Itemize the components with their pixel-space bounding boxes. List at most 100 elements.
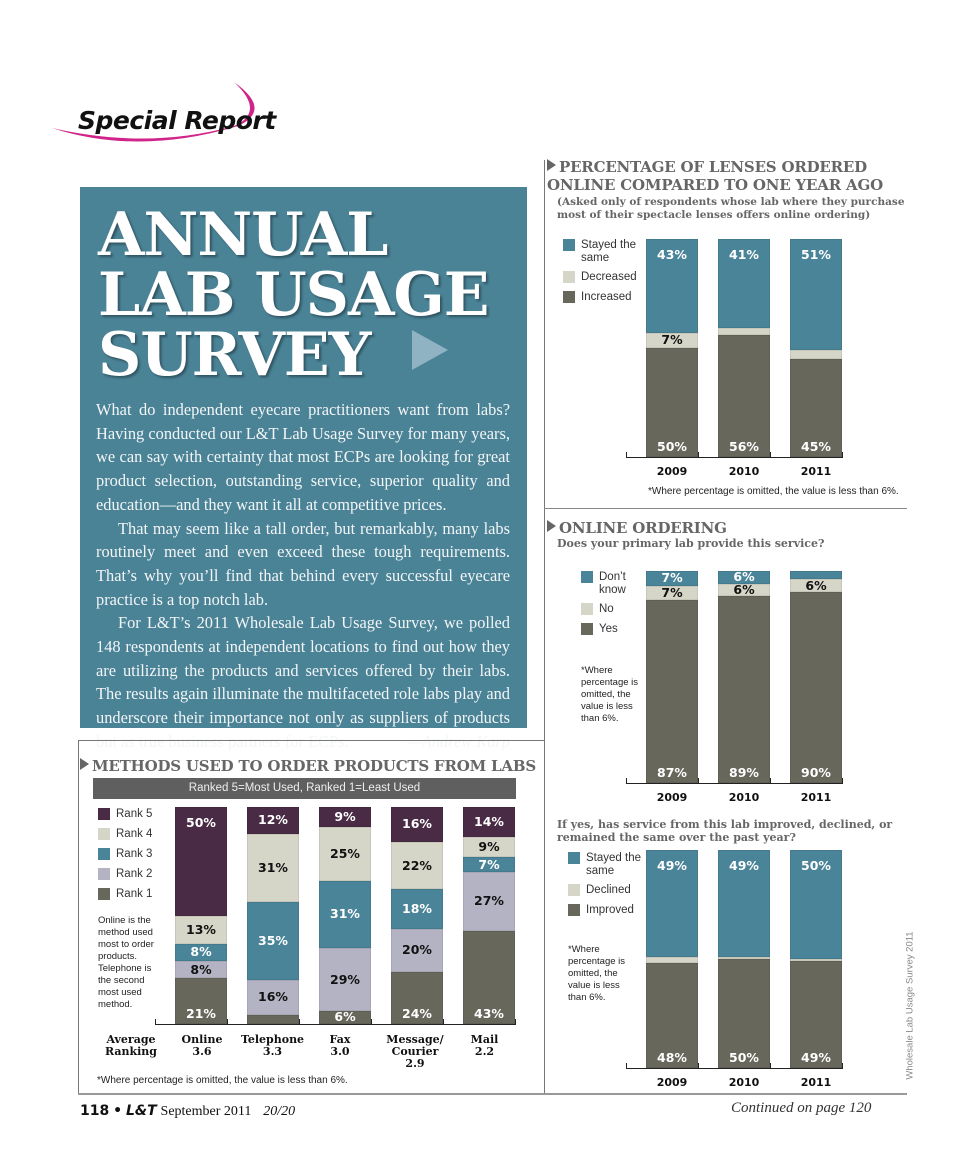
- x-tick: [443, 1019, 444, 1025]
- legend-swatch: [98, 868, 110, 880]
- bar-segment: [391, 841, 443, 890]
- bar-segment: [790, 959, 842, 962]
- online-ordering-chart: 87% 7% 7% 2009 89% 6% 6% 2010 90% 6% 2011: [626, 569, 906, 811]
- ranking-band: Ranked 5=Most Used, Ranked 1=Least Used: [93, 778, 516, 799]
- headline-line: ANNUAL: [98, 200, 388, 270]
- chart-title-text: METHODS USED TO ORDER PRODUCTS FROM LABS: [92, 757, 536, 775]
- x-tick-label: 2009: [656, 1076, 688, 1089]
- bar-segment: [646, 956, 698, 964]
- lenses-online-chart: 50% 7% 43% 2009 56% 41% 2010 45% 51% 2011: [626, 239, 906, 479]
- data-label: 50%: [657, 439, 687, 454]
- average-ranking-item: Telephone 3.3: [235, 1034, 310, 1058]
- chart-note: *Where percentage is omitted, the value …: [97, 1075, 348, 1086]
- intro-paragraph-text: For L&T’s 2011 Wholesale Lab Usage Surve…: [96, 613, 510, 751]
- chart-note: *Where percentage is omitted, the value …: [648, 486, 899, 497]
- data-label: 8%: [190, 961, 212, 977]
- bar-segment: [790, 961, 842, 1068]
- special-report-logo: Special Report: [48, 78, 298, 148]
- method-name: Mail: [470, 1033, 499, 1046]
- supplement-name: 20/20: [263, 1104, 296, 1119]
- legend-label: Stayed the same: [586, 852, 641, 877]
- bar-segment: [247, 1015, 299, 1024]
- legend-label: Improved: [586, 904, 634, 916]
- chart-subtitle: Does your primary lab provide this servi…: [557, 537, 825, 550]
- bar-segment: [319, 826, 371, 881]
- data-label: 89%: [729, 765, 759, 780]
- chart-subtitle: If yes, has service from this lab improv…: [557, 818, 893, 844]
- data-label: 31%: [258, 859, 288, 875]
- x-tick: [842, 452, 843, 458]
- chart-note: *Where percentage is omitted, the value …: [568, 944, 626, 1003]
- bar-segment: [646, 585, 698, 601]
- bar-segment: [463, 807, 515, 838]
- x-tick-label: 2010: [728, 1076, 760, 1089]
- legend-swatch: [568, 852, 580, 864]
- data-label: 6%: [334, 1009, 356, 1025]
- intro-body: What do independent eyecare practitioner…: [96, 398, 510, 754]
- average-ranking-item: Mail 2.2: [462, 1034, 507, 1058]
- data-label: 13%: [186, 921, 216, 937]
- data-label: 41%: [729, 247, 759, 262]
- x-tick: [299, 1019, 300, 1025]
- bar-segment: [646, 348, 698, 457]
- data-label: 9%: [334, 808, 356, 824]
- column-divider: [544, 160, 545, 1095]
- data-label: 8%: [190, 944, 212, 960]
- bottom-rule: [78, 1093, 907, 1095]
- x-tick: [770, 778, 771, 784]
- data-label: 6%: [805, 577, 827, 593]
- data-label: 21%: [186, 1006, 216, 1021]
- bar-segment: [718, 239, 770, 329]
- legend-label: Rank 3: [116, 848, 153, 860]
- data-label: 16%: [258, 989, 288, 1005]
- data-label: 6%: [733, 581, 755, 597]
- data-label: 7%: [478, 856, 500, 872]
- bar-segment: [175, 978, 227, 1024]
- bar-segment: [247, 979, 299, 1016]
- byline: —Andrew Karp: [407, 731, 510, 751]
- data-label: 7%: [661, 570, 683, 586]
- legend-swatch: [98, 828, 110, 840]
- continued-link[interactable]: Continued on page 120: [731, 1100, 872, 1116]
- section-divider: [544, 508, 907, 509]
- data-label: 49%: [729, 858, 759, 873]
- chart-title-text: ONLINE ORDERING: [559, 519, 727, 537]
- bar-segment: [646, 600, 698, 783]
- legend-swatch: [568, 884, 580, 896]
- method-value: 3.6: [192, 1045, 212, 1058]
- order-methods-chart: 21% 8% 8% 13% 50% 16% 35% 31% 12% 6% 29% 31% 25% 9% 24…: [155, 807, 525, 1032]
- chart-legend: Rank 5 Rank 4 Rank 3 Rank 2 Rank 1: [98, 808, 152, 908]
- chart-title: PERCENTAGE OF LENSES ORDERED ONLINE COMP…: [547, 158, 907, 194]
- x-axis: [626, 457, 842, 458]
- x-tick-label: 2010: [728, 791, 760, 804]
- data-label: 43%: [474, 1006, 504, 1021]
- legend-label: Stayed the same: [581, 239, 636, 264]
- method-value: 3.3: [262, 1045, 283, 1058]
- chart-legend: Stayed the same Decreased Increased: [563, 239, 637, 311]
- data-label: 20%: [402, 942, 432, 958]
- bar-segment: [646, 963, 698, 1068]
- chart-frame-top: [78, 740, 544, 741]
- arrow-icon: [80, 758, 89, 770]
- x-tick-label: 2009: [656, 791, 688, 804]
- legend-swatch: [581, 571, 593, 583]
- bar-segment: [790, 579, 842, 593]
- x-axis: [155, 1024, 515, 1025]
- intro-paragraph: That may seem like a tall order, but rem…: [96, 518, 510, 609]
- bar-segment: [718, 959, 770, 1068]
- bar-segment: [718, 956, 770, 959]
- bar-segment: [790, 850, 842, 959]
- data-label: 18%: [402, 900, 432, 916]
- data-label: 49%: [801, 1050, 831, 1065]
- data-label: 48%: [657, 1050, 687, 1065]
- x-tick: [842, 1063, 843, 1069]
- data-label: 27%: [474, 893, 504, 909]
- average-ranking-item: Message/ Courier 2.9: [380, 1034, 450, 1070]
- service-change-chart: 48% 49% 2009 50% 49% 2010 49% 50% 2011: [626, 850, 906, 1090]
- x-tick: [842, 778, 843, 784]
- bar-segment: [319, 1010, 371, 1024]
- data-label: 45%: [801, 439, 831, 454]
- x-tick: [626, 1063, 627, 1069]
- intro-paragraph: What do independent eyecare practitioner…: [96, 400, 510, 514]
- legend-swatch: [581, 603, 593, 615]
